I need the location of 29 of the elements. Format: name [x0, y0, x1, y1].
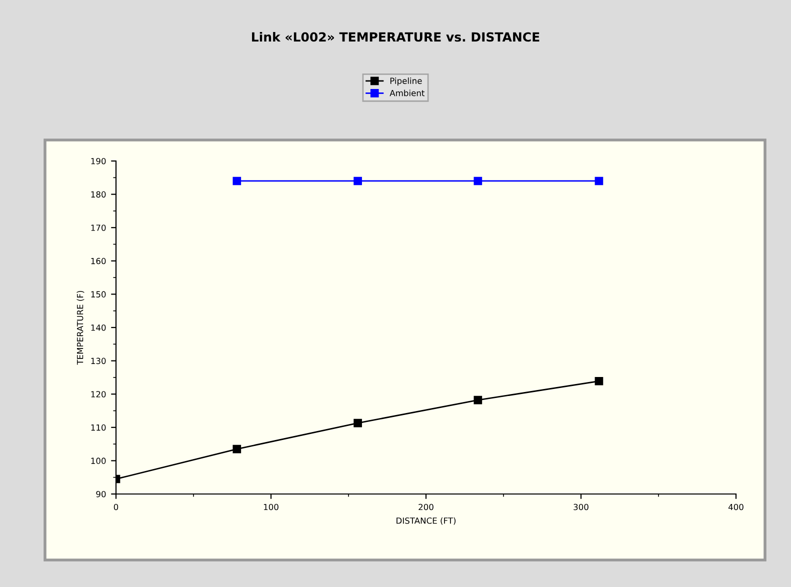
point [354, 176, 362, 186]
legend-label: Ambient [390, 90, 425, 96]
y-tick-label: 140 [91, 324, 106, 331]
x-tick-label: 400 [728, 504, 744, 510]
x-tick-label: 300 [574, 504, 588, 510]
point [594, 176, 604, 186]
y-tick-label: 170 [91, 224, 106, 231]
point [474, 176, 482, 186]
y-tick-label: 90 [96, 490, 106, 498]
point [232, 176, 242, 186]
chart-title: Link «L002» TEMPERATURE vs. DISTANCE [252, 32, 540, 42]
x-axis-title: DISTANCE (FT) [396, 517, 456, 525]
point [354, 418, 362, 428]
y-tick-label: 130 [91, 358, 106, 364]
point [232, 444, 242, 454]
y-tick-label: 180 [91, 191, 106, 198]
point [594, 376, 604, 386]
x-tick-label: 0 [114, 504, 118, 510]
y-axis-title: TEMPERATURE (F) [76, 290, 84, 365]
legend-label: Pipeline [390, 78, 422, 86]
y-tick-label: 110 [91, 424, 106, 431]
y-tick-label: 120 [91, 391, 106, 398]
y-tick-label: 100 [91, 458, 106, 464]
x-tick-label: 100 [264, 504, 278, 510]
y-tick-label: 160 [91, 258, 106, 264]
y-tick-label: 150 [91, 291, 106, 298]
point [474, 396, 482, 404]
x-tick-label: 200 [418, 504, 434, 510]
y-tick-label: 190 [91, 158, 106, 164]
